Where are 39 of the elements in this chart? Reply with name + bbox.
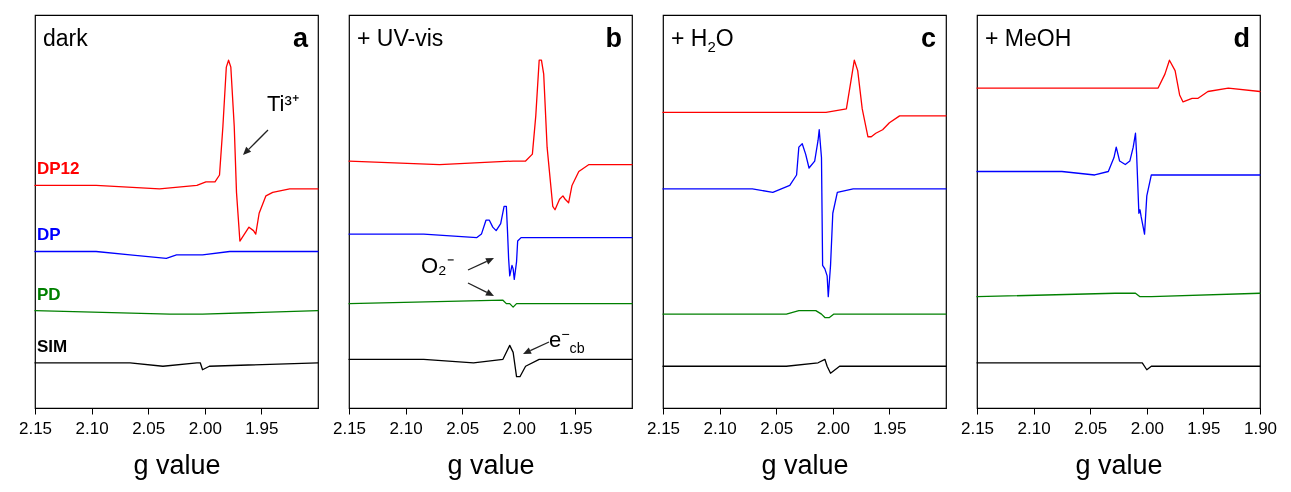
x-tick-label: 1.95 [245,418,279,438]
x-tick-label: 2.10 [1017,418,1051,438]
x-tick-label: 1.95 [559,418,593,438]
x-axis-title: g value [133,449,221,480]
x-tick-label: 2.05 [132,418,166,438]
x-tick-label: 2.00 [816,418,850,438]
x-tick-label: 1.95 [1187,418,1221,438]
text: + UV-vis [357,25,444,51]
annotation: O₂⁻ [421,253,454,278]
x-tick-label: 2.15 [18,418,53,438]
text: d [1233,23,1250,53]
x-tick-label: 2.10 [75,418,109,438]
x-axis-title: g value [447,449,535,480]
x-tick-label: 2.00 [502,418,536,438]
annotation: Ti³⁺ [267,91,299,116]
series-label: SIM [37,336,68,356]
text: a [292,23,308,53]
text: b [605,23,622,53]
text: c [920,23,936,53]
x-tick-label: 2.15 [960,418,995,438]
text: + H$_{2}$O [671,25,734,55]
x-tick-label: 2.00 [188,418,222,438]
x-tick-label: 2.10 [389,418,423,438]
x-tick-label: 1.95 [873,418,907,438]
series-label: DP12 [37,159,80,179]
x-tick-label: 2.15 [646,418,681,438]
x-tick-label: 2.15 [332,418,367,438]
x-tick-label: 2.05 [760,418,794,438]
x-tick-label: 1.90 [1243,418,1278,438]
series-label: DP [37,225,61,245]
text: + MeOH [985,25,1072,51]
x-tick-label: 2.05 [446,418,480,438]
text: dark [43,25,88,51]
x-tick-label: 2.10 [703,418,737,438]
x-tick-label: 2.05 [1074,418,1108,438]
series-label: PD [37,284,61,304]
x-axis-title: g value [1075,449,1163,480]
x-tick-label: 2.00 [1130,418,1164,438]
x-axis-title: g value [761,449,849,480]
